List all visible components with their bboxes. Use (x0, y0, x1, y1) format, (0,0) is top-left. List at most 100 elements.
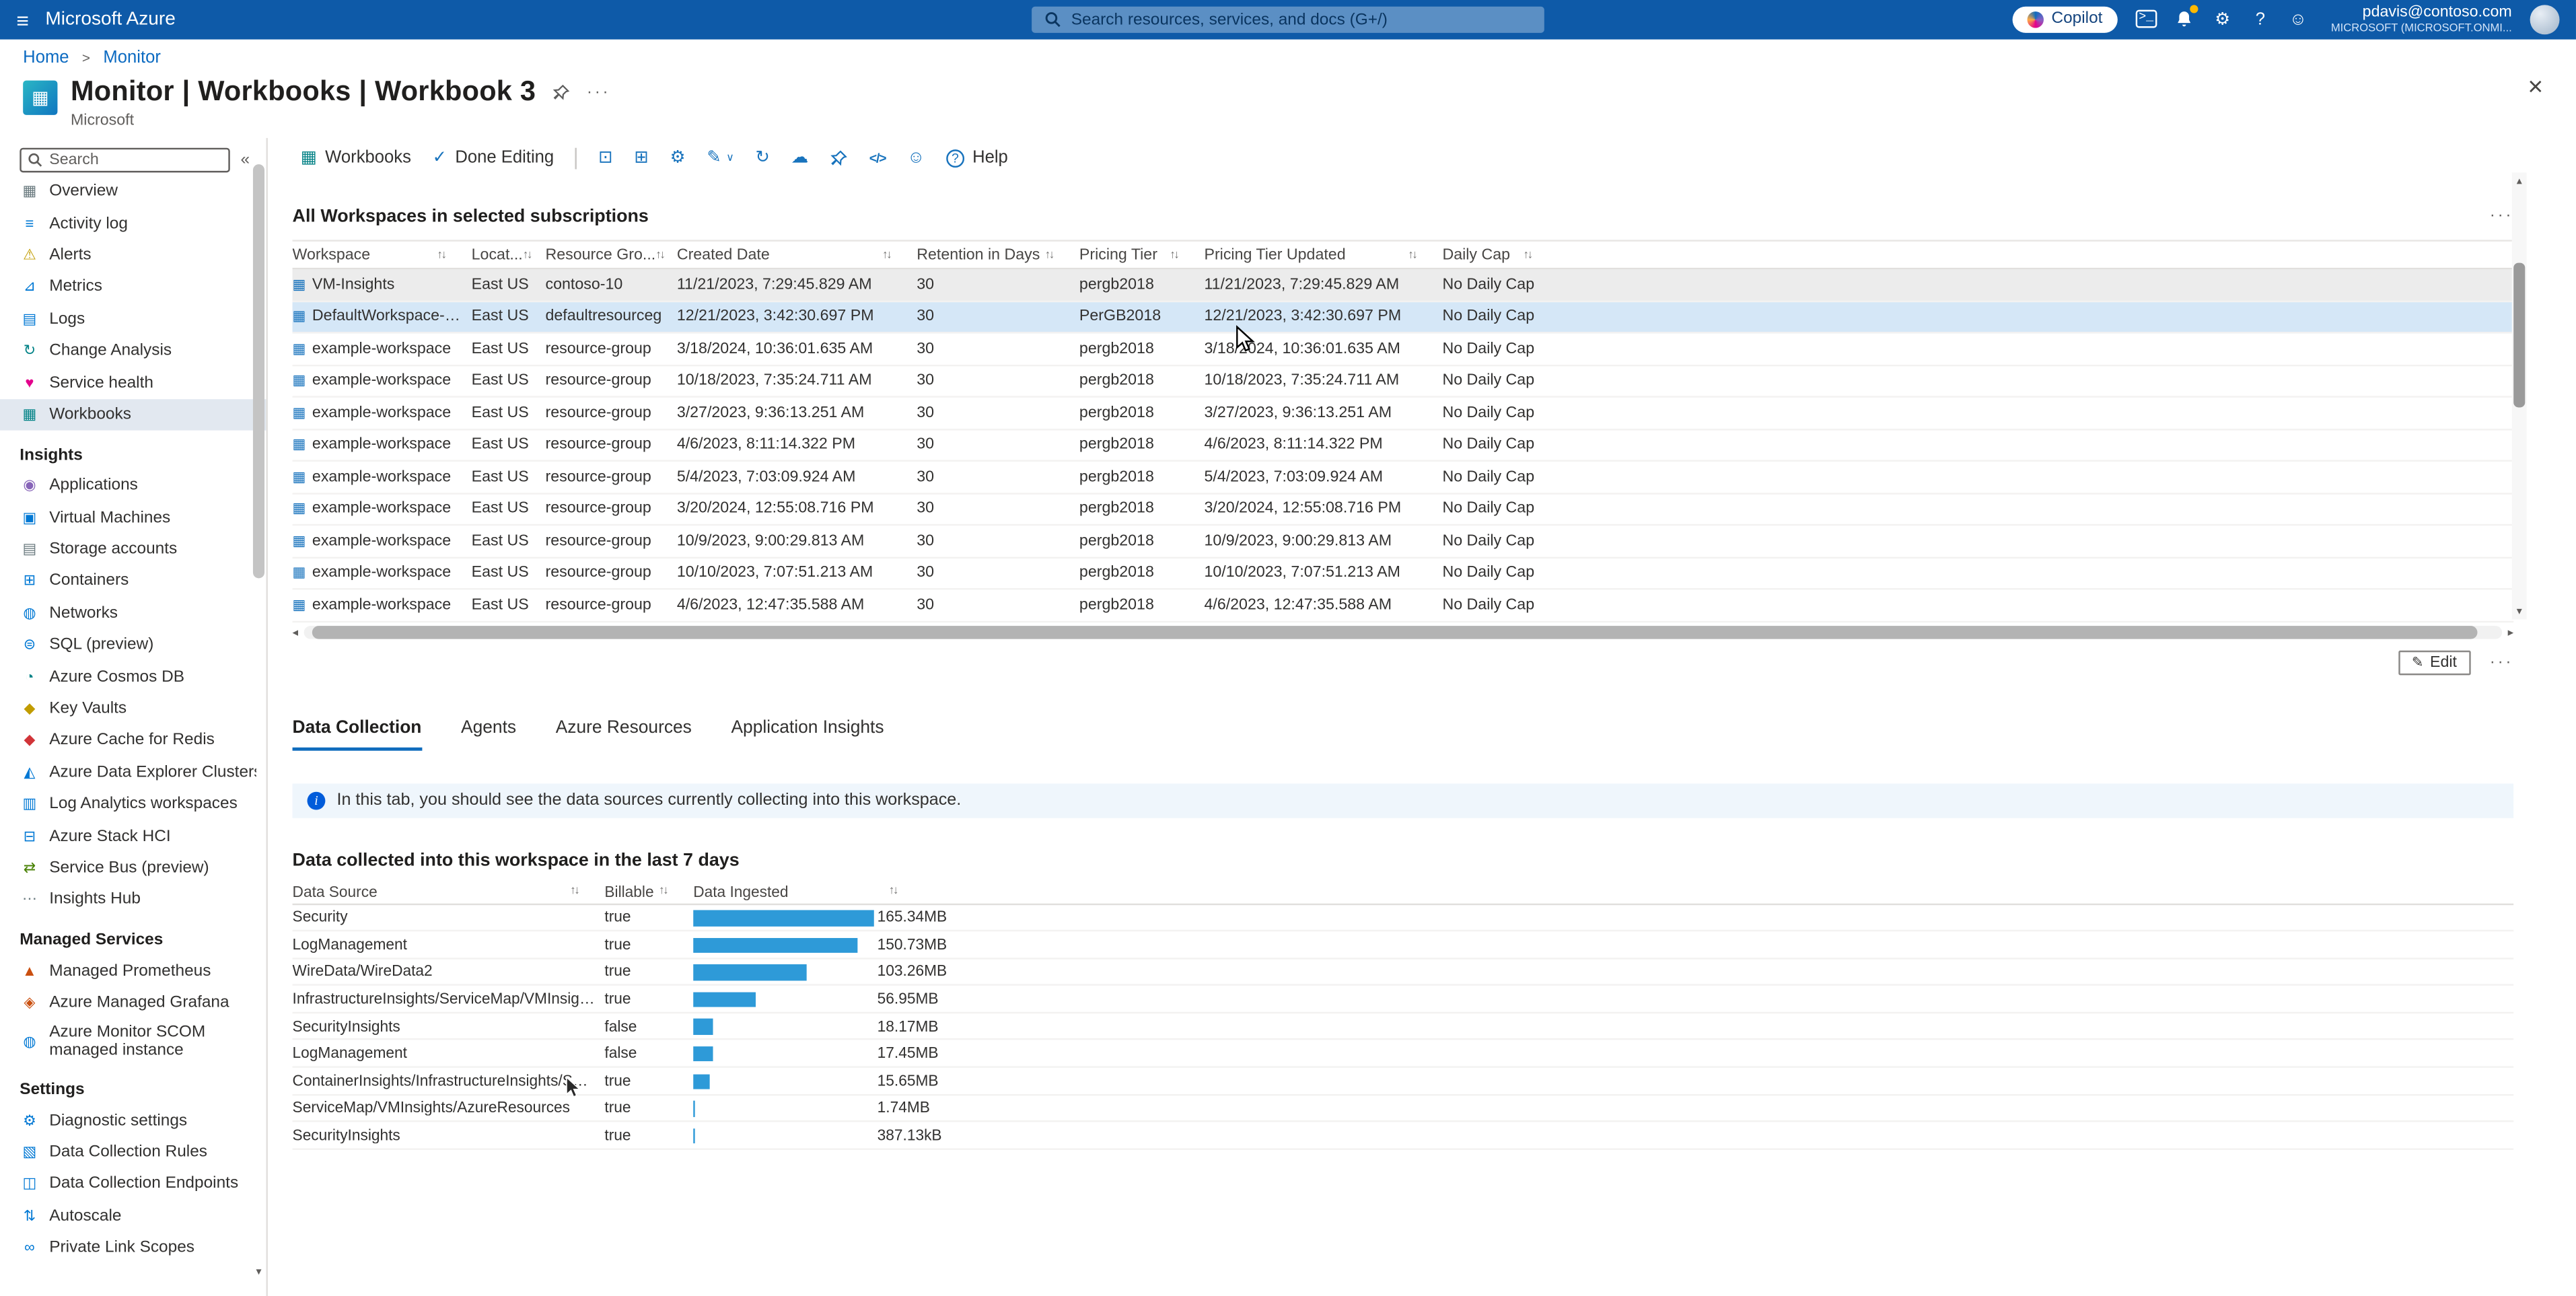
ingestion-row[interactable]: SecurityInsights false 18.17MB (292, 1013, 2514, 1041)
sidebar-item[interactable]: ⚠ Alerts (0, 240, 266, 271)
sidebar-item[interactable]: ⊿ Metrics (0, 271, 266, 303)
column-header-data-source[interactable]: Data Source ↑↓ (293, 883, 605, 899)
brand-title[interactable]: Microsoft Azure (45, 9, 176, 30)
share-upload-icon[interactable]: ☁ (791, 147, 809, 168)
sidebar-item[interactable]: ▥ Log Analytics workspaces (0, 789, 266, 820)
help-icon[interactable]: ? (2255, 9, 2266, 30)
sidebar-item[interactable]: ⊞ Containers (0, 566, 266, 598)
column-header-daily-cap[interactable]: Daily Cap ↑↓ (1442, 246, 2513, 264)
title-more-icon[interactable]: ··· (586, 83, 611, 102)
ingestion-row[interactable]: SecurityInsights true 387.13kB (292, 1122, 2514, 1150)
account-info[interactable]: pdavis@contoso.com MICROSOFT (MICROSOFT.… (2331, 3, 2512, 36)
workbook-settings-gear-icon[interactable]: ⚙ (670, 147, 686, 168)
sidebar-item[interactable]: ◫ Data Collection Endpoints (0, 1168, 266, 1200)
edit-part-button[interactable]: ✎ Edit (2398, 649, 2470, 675)
refresh-icon[interactable]: ↻ (755, 147, 771, 168)
cloud-shell-icon[interactable]: >_ (2135, 10, 2157, 29)
sidebar-item[interactable]: ◉ Applications (0, 470, 266, 502)
column-header-location[interactable]: Locat... ↑↓ (472, 246, 546, 264)
workspace-row[interactable]: ▦ example-workspace East US resource-gro… (292, 398, 2514, 430)
sidebar-search-input[interactable]: Search (20, 147, 231, 172)
sidebar-item[interactable]: ◔ Azure Cosmos DB (0, 661, 266, 693)
notifications-bell-icon[interactable] (2175, 5, 2198, 31)
column-header-resource-group[interactable]: Resource Gro... ↑↓ (546, 246, 677, 264)
column-header-workspace[interactable]: Workspace ↑↓ (293, 246, 472, 264)
pen-dropdown-chevron-icon[interactable]: ∨ (726, 153, 734, 165)
workspace-row[interactable]: ▦ example-workspace East US resource-gro… (292, 365, 2514, 398)
scroll-down-icon[interactable]: ▾ (2516, 606, 2522, 618)
hamburger-menu-icon[interactable]: ≡ (16, 7, 29, 32)
workspace-row[interactable]: ▦ example-workspace East US resource-gro… (292, 526, 2514, 558)
workspace-row[interactable]: ▦ example-workspace East US resource-gro… (292, 494, 2514, 526)
workspace-row[interactable]: ▦ example-workspace East US resource-gro… (292, 558, 2514, 590)
sidebar-item[interactable]: ◆ Key Vaults (0, 693, 266, 725)
workspace-cell[interactable]: ▦ example-workspace (293, 371, 472, 390)
breadcrumb-home[interactable]: Home (23, 47, 69, 68)
workspace-cell[interactable]: ▦ example-workspace (293, 340, 472, 358)
workspace-cell[interactable]: ▦ example-workspace (293, 404, 472, 422)
ingestion-row[interactable]: ServiceMap/VMInsights/AzureResources tru… (292, 1095, 2514, 1123)
toolbar-pin-icon[interactable] (830, 149, 848, 167)
settings-gear-icon[interactable]: ⚙ (2215, 9, 2231, 30)
sidebar-item[interactable]: ◍ Networks (0, 598, 266, 629)
ingestion-row[interactable]: InfrastructureInsights/ServiceMap/VMInsi… (292, 986, 2514, 1013)
workspace-cell[interactable]: ▦ example-workspace (293, 500, 472, 518)
column-header-retention[interactable]: Retention in Days ↑↓ (917, 246, 1079, 264)
tab[interactable]: Agents (461, 717, 516, 750)
column-header-pricing-tier[interactable]: Pricing Tier ↑↓ (1079, 246, 1205, 264)
sidebar-item[interactable]: ▤ Logs (0, 303, 266, 335)
toolbar-done-editing-button[interactable]: ✓ Done Editing (433, 148, 554, 168)
column-header-created-date[interactable]: Created Date ↑↓ (677, 246, 917, 264)
sidebar-item[interactable]: ▦ Workbooks (0, 398, 266, 431)
tab[interactable]: Application Insights (731, 717, 884, 750)
hscroll-thumb[interactable] (311, 626, 2478, 639)
sidebar-item[interactable]: ◭ Azure Data Explorer Clusters (0, 757, 266, 789)
avatar[interactable] (2530, 5, 2560, 35)
copy-icon[interactable]: ⊞ (634, 147, 649, 168)
workspace-row[interactable]: ▦ VM-Insights East US contoso-10 11/21/2… (292, 269, 2514, 301)
workspace-cell[interactable]: ▦ example-workspace (293, 564, 472, 582)
global-search-input[interactable]: Search resources, services, and docs (G+… (1032, 6, 1544, 33)
save-icon[interactable]: ⊡ (598, 147, 613, 168)
sidebar-item[interactable]: ◆ Azure Cache for Redis (0, 725, 266, 756)
ingestion-row[interactable]: LogManagement true 150.73MB (292, 931, 2514, 959)
sidebar-item[interactable]: ▣ Virtual Machines (0, 502, 266, 534)
workspaces-part-more-icon[interactable]: ··· (2489, 207, 2514, 225)
sidebar-scroll-down-icon[interactable]: ▾ (256, 1266, 262, 1279)
workspace-row[interactable]: ▦ example-workspace East US resource-gro… (292, 589, 2514, 622)
advanced-editor-code-icon[interactable]: </> (869, 150, 887, 166)
ingestion-row[interactable]: WireData/WireData2 true 103.26MB (292, 959, 2514, 986)
scroll-right-icon[interactable]: ▸ (2507, 626, 2514, 639)
sidebar-scrollbar-thumb[interactable] (252, 164, 265, 579)
sidebar-item[interactable]: ∞ Private Link Scopes (0, 1232, 266, 1264)
workspace-cell[interactable]: ▦ example-workspace (293, 468, 472, 486)
scroll-left-icon[interactable]: ◂ (292, 626, 299, 639)
style-edit-pen-icon[interactable]: ✎ (707, 147, 721, 168)
column-header-data-ingested[interactable]: Data Ingested ↑↓ (693, 883, 923, 899)
sidebar-item[interactable]: ♥ Service health (0, 367, 266, 398)
pin-icon[interactable] (552, 83, 571, 101)
sidebar-item[interactable]: ▧ Data Collection Rules (0, 1137, 266, 1168)
sidebar-item[interactable]: ▦ Overview (0, 176, 266, 207)
sidebar-item[interactable]: ⇅ Autoscale (0, 1200, 266, 1231)
edit-more-icon[interactable]: ··· (2489, 653, 2514, 672)
workspace-cell[interactable]: ▦ example-workspace (293, 436, 472, 454)
workspace-cell[interactable]: ▦ VM-Insights (293, 276, 472, 294)
sidebar-item[interactable]: ⋯ Insights Hub (0, 884, 266, 916)
sidebar-item[interactable]: ⇄ Service Bus (preview) (0, 853, 266, 884)
tab[interactable]: Azure Resources (556, 717, 692, 750)
toolbar-workbooks-button[interactable]: ▦ Workbooks (301, 148, 411, 168)
vscroll-thumb[interactable] (2513, 262, 2526, 408)
ingestion-row[interactable]: ContainerInsights/InfrastructureInsights… (292, 1068, 2514, 1095)
workspace-row[interactable]: ▦ example-workspace East US resource-gro… (292, 429, 2514, 462)
sidebar-item[interactable]: ↻ Change Analysis (0, 335, 266, 367)
feedback-smiley-icon[interactable]: ☺ (907, 147, 925, 168)
sidebar-item[interactable]: ⚙ Diagnostic settings (0, 1104, 266, 1136)
workspace-cell[interactable]: ▦ example-workspace (293, 596, 472, 614)
hscroll-track[interactable] (303, 626, 2503, 639)
tab[interactable]: Data Collection (292, 717, 422, 750)
close-blade-icon[interactable]: × (2528, 73, 2544, 102)
sidebar-item[interactable]: ◈ Azure Managed Grafana (0, 987, 266, 1019)
workspace-row[interactable]: ▦ example-workspace East US resource-gro… (292, 462, 2514, 494)
column-header-billable[interactable]: Billable ↑↓ (604, 883, 693, 899)
